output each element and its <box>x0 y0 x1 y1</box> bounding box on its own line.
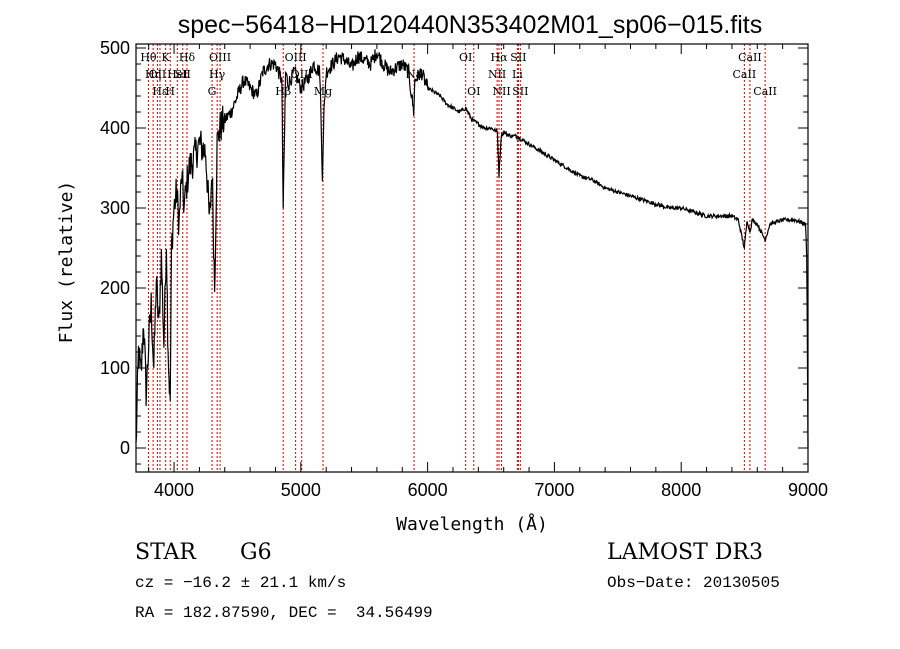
spectral-line-label: K <box>162 51 171 64</box>
x-axis-label: Wavelength (Å) <box>396 513 548 535</box>
spectral-line-label: OII <box>149 68 167 81</box>
spectral-line-label: CaII <box>738 51 762 64</box>
spectral-line-label: G <box>208 85 217 98</box>
y-tick-label: 300 <box>100 198 130 218</box>
spectral-line-label: OI <box>467 85 480 98</box>
x-tick-label: 5000 <box>281 480 321 500</box>
x-tick-label: 7000 <box>534 480 574 500</box>
y-tick-label: 100 <box>100 358 130 378</box>
x-tick-label: 9000 <box>788 480 828 500</box>
x-tick-label: 6000 <box>408 480 448 500</box>
spectral-line-markers <box>147 44 766 472</box>
observation-date: Obs−Date: 20130505 <box>607 574 780 592</box>
spectral-line-label: SII <box>510 51 526 64</box>
spectral-line-label: Mg <box>314 85 332 98</box>
spectral-line-label: OIII <box>285 51 307 64</box>
spectral-line-label: Li <box>512 68 523 81</box>
y-tick-label: 200 <box>100 278 130 298</box>
spectral-line-label: Hη <box>145 68 161 81</box>
spectral-line-label: Hθ <box>140 51 157 64</box>
plot-frame <box>135 43 809 473</box>
survey-name: LAMOST DR3 <box>607 540 763 565</box>
axis-ticks: 4000 5000 6000 7000 8000 9000 0 100 200 300 400 500 <box>100 38 828 500</box>
chart-title: spec−56418−HD120440N353402M01_sp06−015.f… <box>178 11 763 39</box>
spectral-line-label: OIII <box>209 51 231 64</box>
spectral-line-label: NII <box>492 85 510 98</box>
spectral-subclass: G6 <box>240 540 272 565</box>
spectral-line-label: CaII <box>733 68 757 81</box>
spectral-line-label: Hγ <box>209 68 226 81</box>
y-tick-label: 400 <box>100 118 130 138</box>
flux-series-line <box>135 49 809 449</box>
spectral-line-label: SII <box>512 85 528 98</box>
spectral-line-label: NII <box>488 68 506 81</box>
redshift-velocity: cz = −16.2 ± 21.1 km/s <box>135 574 347 592</box>
spectral-line-label: CaII <box>753 85 777 98</box>
x-tick-label: 4000 <box>154 480 194 500</box>
spectral-line-labels: HθHηOIIHεKHHeISIIHδGHγOIIIHβOIIIOIIIMgNa… <box>140 51 777 98</box>
y-tick-label: 0 <box>120 438 130 458</box>
spectral-line-label: SII <box>175 68 191 81</box>
spectral-line-label: OI <box>459 51 472 64</box>
spectral-line-label: Hβ <box>275 85 291 98</box>
spectral-line-label: Hα <box>490 51 508 64</box>
spectral-line-label: H <box>165 85 175 98</box>
object-class: STAR <box>135 540 196 565</box>
coordinates: RA = 182.87590, DEC = 34.56499 <box>135 604 433 622</box>
spectral-line-label: Hε <box>152 85 168 98</box>
y-tick-label: 500 <box>100 38 130 58</box>
spectral-line-label: HeI <box>167 68 187 81</box>
x-tick-label: 8000 <box>661 480 701 500</box>
spectral-line-label: Hδ <box>179 51 196 64</box>
y-axis-label: Flux (relative) <box>56 181 77 344</box>
